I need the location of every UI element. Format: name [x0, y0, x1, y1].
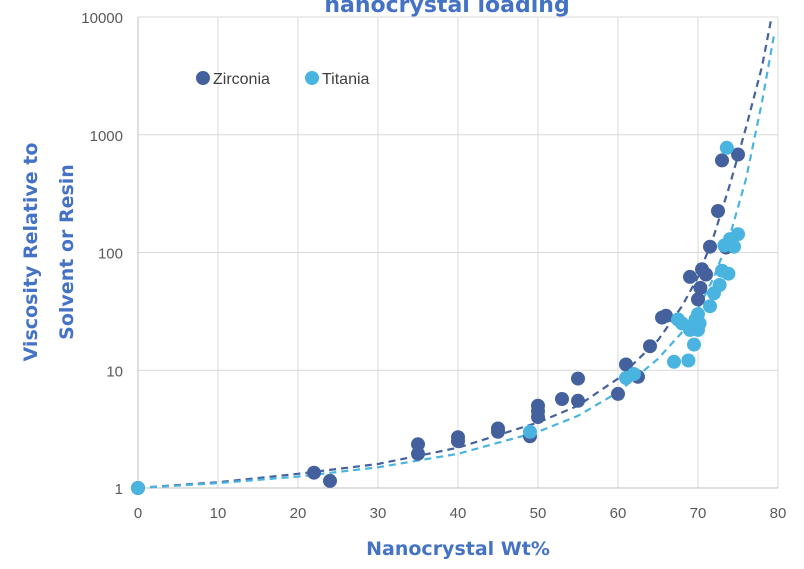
y-tick-labels: 1 10 100 1000 10000 [81, 10, 123, 498]
y-tick-label: 100 [98, 246, 123, 263]
y-tick-label: 1 [115, 481, 123, 498]
point-titania [687, 337, 701, 352]
x-tick-label: 80 [770, 505, 787, 522]
point-titania [692, 316, 707, 331]
point-zirconia [307, 465, 321, 480]
y-axis-title: Viscosity Relative to Solvent or Resin [20, 143, 78, 362]
point-titania [727, 239, 741, 254]
point-zirconia [411, 437, 425, 452]
legend-marker-zirconia [196, 71, 210, 85]
legend-label-titania: Titania [322, 71, 370, 88]
y-axis-title-line1: Viscosity Relative to [20, 143, 42, 362]
point-zirconia [555, 392, 569, 406]
point-zirconia [683, 269, 697, 284]
point-zirconia [571, 393, 585, 408]
point-titania [681, 353, 696, 368]
x-tick-label: 70 [690, 505, 707, 522]
point-titania [627, 367, 641, 381]
point-zirconia [451, 430, 465, 445]
chart-gridlines [137, 16, 779, 489]
data-points [131, 140, 745, 495]
point-zirconia [643, 339, 657, 354]
point-zirconia [323, 473, 337, 488]
point-zirconia [571, 371, 585, 386]
point-titania [131, 481, 145, 495]
point-zirconia [699, 267, 713, 282]
point-zirconia [531, 398, 545, 413]
point-zirconia [693, 280, 708, 295]
x-tick-label: 50 [530, 505, 547, 522]
y-tick-label: 10 [106, 363, 123, 380]
point-zirconia [491, 421, 505, 436]
point-zirconia [659, 308, 673, 323]
x-tick-label: 0 [134, 505, 142, 522]
chart-title: nanocrystal loading [324, 0, 569, 18]
point-titania [712, 278, 727, 292]
x-tick-label: 40 [450, 505, 467, 522]
point-titania [703, 299, 717, 314]
trend-line-titania [137, 35, 776, 490]
x-axis-title: Nanocrystal Wt% [366, 538, 550, 560]
x-tick-label: 30 [370, 505, 387, 522]
point-titania [721, 266, 736, 281]
point-zirconia [731, 147, 745, 162]
point-zirconia [703, 239, 717, 254]
point-titania [523, 424, 537, 439]
y-tick-label: 1000 [90, 128, 123, 145]
legend-label-zirconia: Zirconia [213, 71, 270, 88]
x-tick-label: 60 [610, 505, 627, 522]
legend: Zirconia Titania [196, 71, 370, 88]
y-axis-title-line2: Solvent or Resin [56, 164, 78, 340]
point-zirconia [619, 357, 633, 372]
point-titania [719, 140, 734, 155]
legend-marker-titania [305, 71, 319, 85]
x-tick-label: 10 [210, 505, 227, 522]
x-tick-labels: 0 10 20 30 40 50 60 70 80 [134, 505, 787, 522]
point-zirconia [691, 292, 705, 307]
x-tick-label: 20 [290, 505, 307, 522]
y-tick-label: 10000 [81, 10, 123, 27]
chart-axes [137, 17, 778, 489]
point-titania [667, 354, 681, 369]
point-titania [731, 227, 745, 242]
point-zirconia [711, 204, 725, 218]
point-zirconia [611, 386, 625, 401]
point-zirconia [715, 153, 729, 168]
